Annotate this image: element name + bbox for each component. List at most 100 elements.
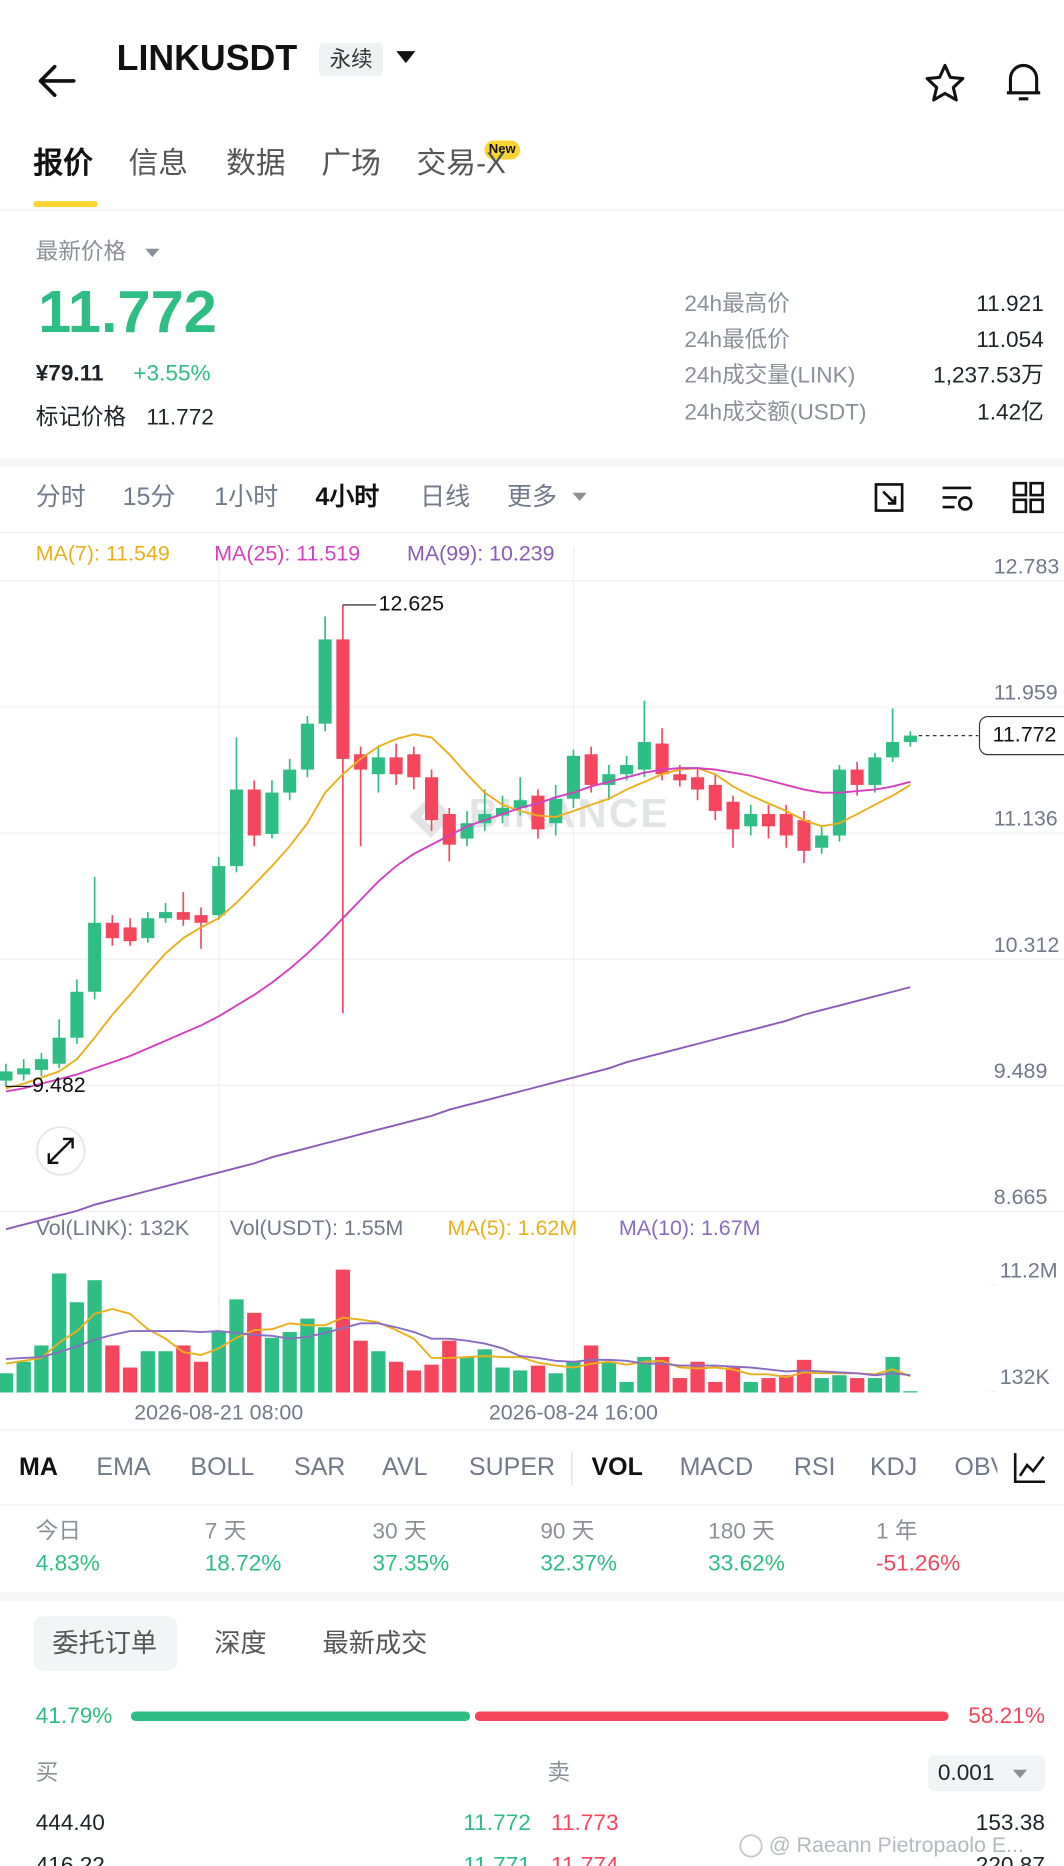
x-tick-label: 2026-08-24 16:00 xyxy=(489,1401,658,1425)
favorite-icon[interactable] xyxy=(924,62,967,105)
settings-icon[interactable] xyxy=(940,481,976,514)
divider xyxy=(0,1504,1064,1506)
candle-body xyxy=(159,912,173,919)
period-change: 32.37% xyxy=(540,1551,618,1577)
indicator-tab[interactable]: EMA xyxy=(96,1453,151,1482)
candle-body xyxy=(726,801,740,830)
precision[interactable]: 0.001 xyxy=(937,1760,995,1786)
nav-tab[interactable]: 报价 xyxy=(33,146,93,181)
book-tab[interactable]: 最新成交 xyxy=(322,1628,428,1658)
symbol-title[interactable]: LINKUSDT xyxy=(116,39,298,79)
volume-bar xyxy=(672,1378,687,1393)
draw-tool-icon[interactable] xyxy=(872,481,905,514)
interval-tab[interactable]: 4小时 xyxy=(315,483,380,512)
candle-body xyxy=(229,789,244,867)
y-tick-label: 12.783 xyxy=(994,554,1059,578)
candle-body xyxy=(247,789,261,836)
indicator-tab[interactable]: VOL xyxy=(591,1453,643,1482)
volume-ma-legend: MA(10): 1.67M xyxy=(619,1216,761,1240)
period-label: 90 天 xyxy=(540,1519,595,1545)
bid-price: 11.771 xyxy=(463,1855,530,1866)
volume-bar xyxy=(140,1351,155,1393)
candle-body xyxy=(513,800,527,808)
section-band xyxy=(0,1592,1064,1601)
volume-bar xyxy=(229,1299,244,1393)
candle-body xyxy=(886,742,900,758)
period-change: 4.83% xyxy=(35,1551,100,1577)
candle-body xyxy=(744,814,758,827)
caret[interactable] xyxy=(144,248,161,259)
y-tick-label: 10.312 xyxy=(994,933,1059,957)
book-tab-pill[interactable] xyxy=(33,1616,178,1671)
indicator-icon[interactable] xyxy=(1012,1450,1048,1486)
back-button[interactable] xyxy=(36,62,76,100)
stat-value: 1.42亿 xyxy=(977,400,1044,426)
candle-body xyxy=(212,866,226,916)
volume-bar xyxy=(761,1378,776,1393)
volume-bar xyxy=(52,1273,67,1393)
volume-ma-legend: MA(5): 1.62M xyxy=(448,1216,578,1240)
book-tab[interactable]: 深度 xyxy=(214,1628,267,1658)
dropdown-caret[interactable] xyxy=(395,50,416,64)
candle-body xyxy=(602,774,616,785)
period-label: 180 天 xyxy=(708,1519,775,1545)
nav-tab[interactable]: 交易-X xyxy=(416,146,506,181)
candle-body xyxy=(637,742,651,770)
layout-icon[interactable] xyxy=(1012,481,1045,514)
volume-bar xyxy=(513,1370,528,1393)
volume-bar xyxy=(371,1351,386,1393)
contract-badge: 永续 xyxy=(329,47,373,72)
stat-value: 11.921 xyxy=(976,292,1044,318)
candle-body xyxy=(17,1068,31,1075)
volume-bar xyxy=(814,1378,829,1393)
indicator-tab[interactable]: RSI xyxy=(793,1453,836,1482)
ask-price: 11.773 xyxy=(551,1810,619,1836)
nav-tab[interactable]: 数据 xyxy=(226,146,286,181)
candle-body xyxy=(70,991,84,1038)
volume-bar xyxy=(193,1361,209,1393)
indicator-tab[interactable]: MACD xyxy=(679,1453,754,1482)
candle-body xyxy=(708,784,722,811)
volume-bar xyxy=(442,1340,457,1393)
candle-body xyxy=(815,835,829,848)
price-label: 最新价格 xyxy=(35,239,127,265)
indicator-tab[interactable]: SUPER xyxy=(468,1453,556,1482)
caret[interactable] xyxy=(571,492,588,503)
interval-tab[interactable]: 1小时 xyxy=(214,483,279,512)
indicator-tab[interactable]: AVL xyxy=(382,1453,428,1482)
indicator-tab[interactable]: KDJ xyxy=(870,1453,918,1482)
precision-box[interactable] xyxy=(928,1755,1045,1792)
y-tick-label: 8.665 xyxy=(994,1185,1048,1209)
interval-tab[interactable]: 15分 xyxy=(122,483,176,512)
caret[interactable] xyxy=(1012,1769,1029,1780)
sell-ratio-bar xyxy=(474,1711,949,1721)
interval-tab[interactable]: 分时 xyxy=(35,483,86,512)
candle-body xyxy=(389,757,403,775)
ma-legend: MA(7): 11.549 xyxy=(36,541,170,565)
stat-value: 1,237.53万 xyxy=(933,363,1044,389)
volume-bar xyxy=(885,1356,900,1393)
nav-tab[interactable]: 广场 xyxy=(321,146,381,181)
volume-bar xyxy=(105,1345,120,1393)
candle-body xyxy=(52,1037,66,1064)
volume-legend: Vol(USDT): 1.55M xyxy=(230,1216,404,1240)
ma-line xyxy=(5,733,911,1090)
volume-bar xyxy=(832,1375,847,1393)
volume-bar xyxy=(725,1367,741,1393)
cny-price: ¥79.11 xyxy=(35,361,104,387)
volume-bar xyxy=(353,1340,368,1393)
interval-tab[interactable]: 日线 xyxy=(420,483,471,512)
interval-tab[interactable]: 更多 xyxy=(507,483,557,512)
indicator-tab[interactable]: BOLL xyxy=(190,1453,255,1482)
indicator-tab[interactable]: SAR xyxy=(293,1453,346,1482)
indicator-tab[interactable]: MA xyxy=(19,1453,58,1482)
volume-bar xyxy=(495,1367,510,1393)
tab-underline xyxy=(33,201,98,208)
candle-body xyxy=(478,814,492,824)
nav-tab[interactable]: 信息 xyxy=(128,146,189,181)
expand-button[interactable] xyxy=(35,1125,87,1177)
book-tab[interactable]: 委托订单 xyxy=(52,1628,158,1658)
alert-icon[interactable] xyxy=(1002,60,1045,105)
volume-bar xyxy=(424,1364,439,1393)
